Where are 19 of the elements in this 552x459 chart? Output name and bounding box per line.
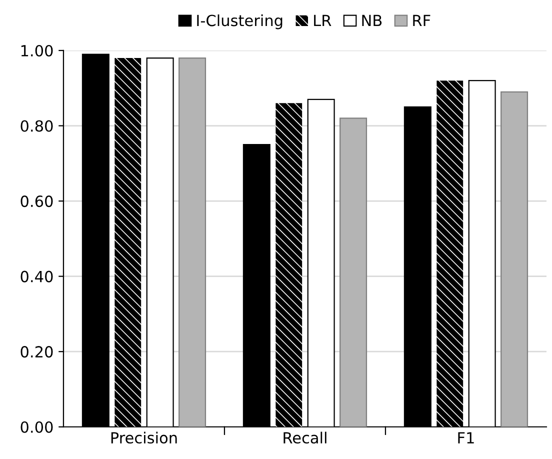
legend-label: RF xyxy=(413,14,430,26)
bar xyxy=(340,118,368,427)
y-tick-label: 0.80 xyxy=(20,120,53,132)
x-tick-label: Precision xyxy=(111,432,177,444)
legend-label: I-Clustering xyxy=(197,14,282,30)
bar xyxy=(276,103,302,427)
x-tick-label: F1 xyxy=(458,432,474,444)
y-tick-label: 0.00 xyxy=(20,421,53,433)
bar xyxy=(436,80,464,427)
legend-label: NB xyxy=(362,14,382,26)
y-tick-label: 0.40 xyxy=(20,270,53,282)
y-tick-label: 0.20 xyxy=(20,346,53,358)
bar xyxy=(114,58,142,427)
bar xyxy=(178,57,206,427)
y-tick-label: 1.00 xyxy=(21,44,53,57)
y-tick-label: 0.60 xyxy=(20,196,53,208)
legend-label: LR xyxy=(314,14,332,26)
bar xyxy=(500,91,528,427)
x-tick-label: Recall xyxy=(284,432,326,444)
